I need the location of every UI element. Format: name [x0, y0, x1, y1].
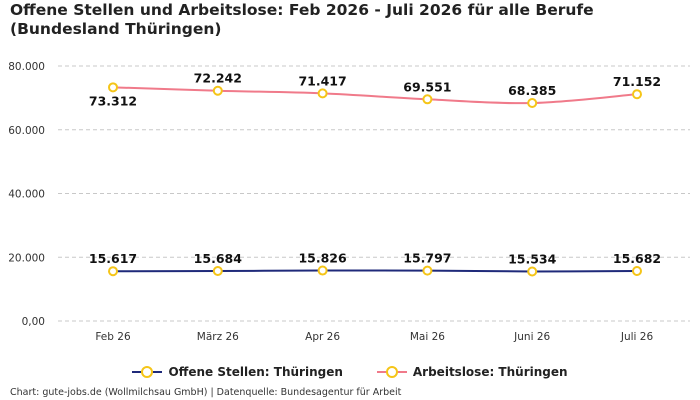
legend-label: Arbeitslose: Thüringen [412, 365, 568, 379]
data-point [527, 98, 538, 109]
y-tick-label: 60.000 [8, 125, 45, 137]
data-label: 15.826 [298, 251, 347, 266]
data-point [632, 266, 642, 277]
data-label: 71.417 [298, 73, 346, 88]
y-tick-label: 0,00 [22, 316, 45, 328]
grid [58, 65, 690, 322]
data-label: 68.385 [508, 83, 556, 98]
y-tick-label: 80.000 [8, 61, 45, 73]
data-label: 15.797 [403, 251, 451, 266]
legend-marker-icon [132, 366, 163, 378]
data-label: 15.682 [613, 251, 661, 266]
data-label: 15.617 [89, 251, 137, 266]
data-label: 71.152 [613, 74, 661, 89]
x-tick-label: Feb 26 [95, 331, 131, 343]
legend-item-offene-stellen[interactable]: Offene Stellen: Thüringen [132, 365, 343, 379]
x-tick-label: Mai 26 [410, 331, 445, 343]
legend-label: Offene Stellen: Thüringen [168, 365, 343, 379]
x-tick-label: März 26 [197, 331, 239, 343]
y-tick-label: 40.000 [8, 189, 45, 201]
y-tick-label: 20.000 [8, 252, 45, 264]
legend-marker-icon [376, 366, 407, 378]
line-chart: 0,00 20.000 40.000 60.000 80.000 Feb 26 März … [8, 61, 690, 343]
series-layer [108, 82, 642, 277]
legend-item-arbeitslose[interactable]: Arbeitslose: Thüringen [376, 365, 568, 379]
data-point [317, 265, 328, 276]
legend: Offene Stellen: Thüringen Arbeitslose: T… [0, 362, 700, 382]
x-tick-label: Apr 26 [305, 331, 340, 343]
chart-title: Offene Stellen und Arbeitslose: Feb 2026… [10, 1, 594, 38]
data-point [422, 94, 433, 105]
x-axis: Feb 26 März 26 Apr 26 Mai 26 Juni 26 Juli 26 [95, 331, 653, 343]
series-line-arbeitslose [112, 86, 638, 105]
data-point [108, 82, 118, 93]
data-label: 15.534 [508, 251, 557, 266]
series-line-offene-stellen [112, 269, 638, 273]
source-note: Chart: gute-jobs.de (Wollmilchsau GmbH) … [10, 387, 402, 398]
x-tick-label: Juli 26 [620, 331, 654, 343]
data-label: 15.684 [194, 251, 243, 266]
data-point [212, 266, 223, 277]
data-point [422, 265, 433, 276]
data-point [108, 266, 118, 277]
x-tick-label: Juni 26 [513, 331, 550, 343]
data-label: 72.242 [194, 71, 242, 86]
y-axis: 0,00 20.000 40.000 60.000 80.000 [8, 61, 45, 328]
data-point [632, 89, 642, 100]
data-label: 73.312 [89, 93, 137, 108]
data-point [527, 266, 538, 277]
data-point [317, 88, 328, 99]
data-point [212, 85, 223, 96]
data-labels: 15.617 15.684 15.826 15.797 15.534 15.682 73.3… [89, 71, 661, 267]
data-label: 69.551 [403, 79, 451, 94]
